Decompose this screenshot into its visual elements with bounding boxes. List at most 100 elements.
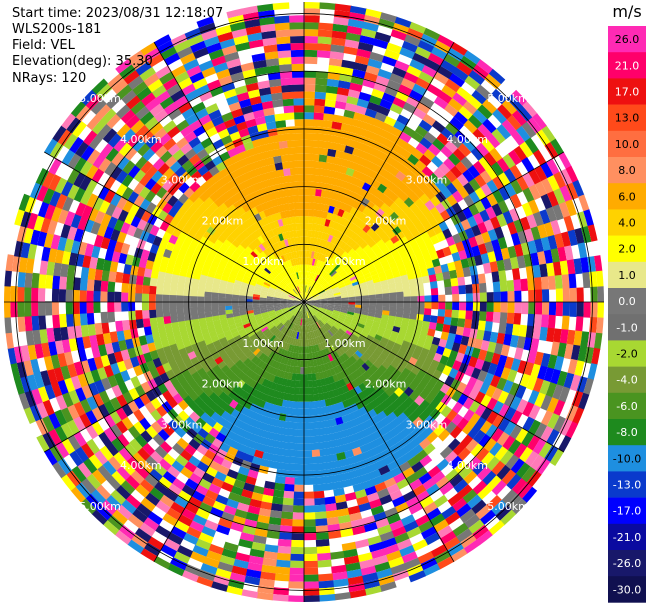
colorbar-tick-label: -1.0	[616, 321, 637, 334]
velocity-gate	[330, 44, 346, 54]
velocity-gate	[319, 294, 327, 298]
velocity-gate	[347, 270, 355, 277]
velocity-gate	[380, 337, 389, 345]
velocity-gate	[532, 149, 547, 167]
velocity-gate	[347, 294, 356, 298]
velocity-gate	[369, 51, 385, 63]
velocity-gate	[418, 262, 428, 272]
velocity-gate	[334, 305, 342, 308]
velocity-gate	[458, 285, 466, 295]
velocity-gate	[450, 277, 459, 287]
velocity-gate	[327, 250, 334, 258]
velocity-gate	[322, 120, 334, 129]
velocity-gate	[339, 217, 347, 226]
velocity-gate	[326, 155, 336, 164]
velocity-gate	[516, 336, 526, 350]
velocity-gate	[326, 226, 333, 235]
velocity-gate	[491, 203, 503, 217]
velocity-gate	[493, 364, 505, 378]
velocity-gate	[407, 324, 416, 332]
velocity-gate	[364, 108, 378, 119]
velocity-gate	[306, 295, 312, 301]
velocity-gate	[474, 358, 485, 371]
velocity-gate	[372, 141, 385, 152]
velocity-gate	[322, 255, 328, 263]
velocity-gate	[522, 172, 536, 189]
velocity-gate	[378, 128, 391, 140]
velocity-gate	[472, 302, 480, 312]
velocity-gate	[510, 358, 521, 372]
velocity-gate	[317, 245, 323, 254]
velocity-gate	[558, 386, 571, 403]
velocity-gate	[315, 252, 320, 260]
velocity-gate	[557, 342, 567, 358]
colorbar-tick-label: -30.0	[613, 583, 641, 596]
velocity-gate	[354, 226, 363, 236]
velocity-gate	[546, 413, 560, 430]
velocity-gate	[375, 305, 383, 311]
velocity-gate	[339, 286, 347, 291]
velocity-gate	[406, 65, 423, 78]
velocity-gate	[361, 233, 370, 242]
velocity-gate	[464, 365, 475, 377]
velocity-gate	[505, 323, 514, 336]
velocity-gate	[502, 153, 516, 169]
velocity-gate	[379, 202, 390, 213]
velocity-gate	[337, 267, 344, 275]
velocity-gate	[339, 288, 347, 293]
velocity-gate	[325, 289, 333, 294]
velocity-gate	[342, 152, 353, 162]
velocity-gate	[567, 229, 578, 246]
velocity-gate	[455, 241, 465, 253]
velocity-gate	[419, 95, 435, 109]
velocity-gate	[447, 261, 456, 272]
velocity-gate	[504, 182, 517, 198]
velocity-gate	[506, 114, 522, 131]
velocity-gate	[332, 262, 339, 270]
velocity-gate	[540, 236, 551, 252]
velocity-gate	[326, 292, 334, 296]
velocity-gate	[546, 429, 560, 446]
velocity-gate	[506, 94, 523, 111]
velocity-gate	[352, 170, 362, 180]
velocity-gate	[311, 160, 320, 169]
velocity-gate	[443, 316, 452, 326]
velocity-gate	[310, 265, 314, 273]
velocity-gate	[313, 304, 321, 308]
velocity-gate	[335, 247, 343, 255]
velocity-gate	[319, 261, 325, 269]
velocity-gate	[359, 317, 367, 323]
velocity-gate	[315, 71, 329, 79]
velocity-gate	[307, 278, 311, 286]
velocity-gate	[305, 293, 310, 300]
velocity-gate	[333, 306, 341, 310]
velocity-gate	[329, 228, 337, 237]
velocity-gate	[309, 288, 315, 295]
velocity-gate	[491, 128, 506, 144]
velocity-gate	[357, 249, 366, 257]
velocity-gate	[341, 302, 349, 305]
velocity-gate	[414, 250, 424, 260]
velocity-gate	[336, 223, 344, 232]
velocity-gate	[377, 68, 393, 80]
velocity-gate	[526, 375, 538, 391]
velocity-gate	[450, 165, 463, 179]
velocity-gate	[469, 328, 478, 339]
velocity-gate	[399, 165, 411, 177]
velocity-gate	[357, 275, 365, 282]
velocity-gate	[356, 259, 365, 267]
velocity-gate	[320, 303, 328, 306]
velocity-gate	[510, 130, 526, 147]
velocity-gate	[354, 218, 363, 227]
velocity-gate	[366, 262, 375, 270]
velocity-gate	[407, 272, 416, 281]
velocity-gate	[474, 254, 483, 266]
velocity-gate	[358, 172, 369, 183]
velocity-gate	[481, 137, 495, 153]
velocity-gate	[315, 223, 321, 232]
velocity-gate	[304, 153, 313, 161]
velocity-gate	[465, 302, 474, 312]
velocity-gate	[310, 289, 316, 296]
velocity-gate	[452, 67, 470, 82]
velocity-gate	[389, 103, 404, 115]
